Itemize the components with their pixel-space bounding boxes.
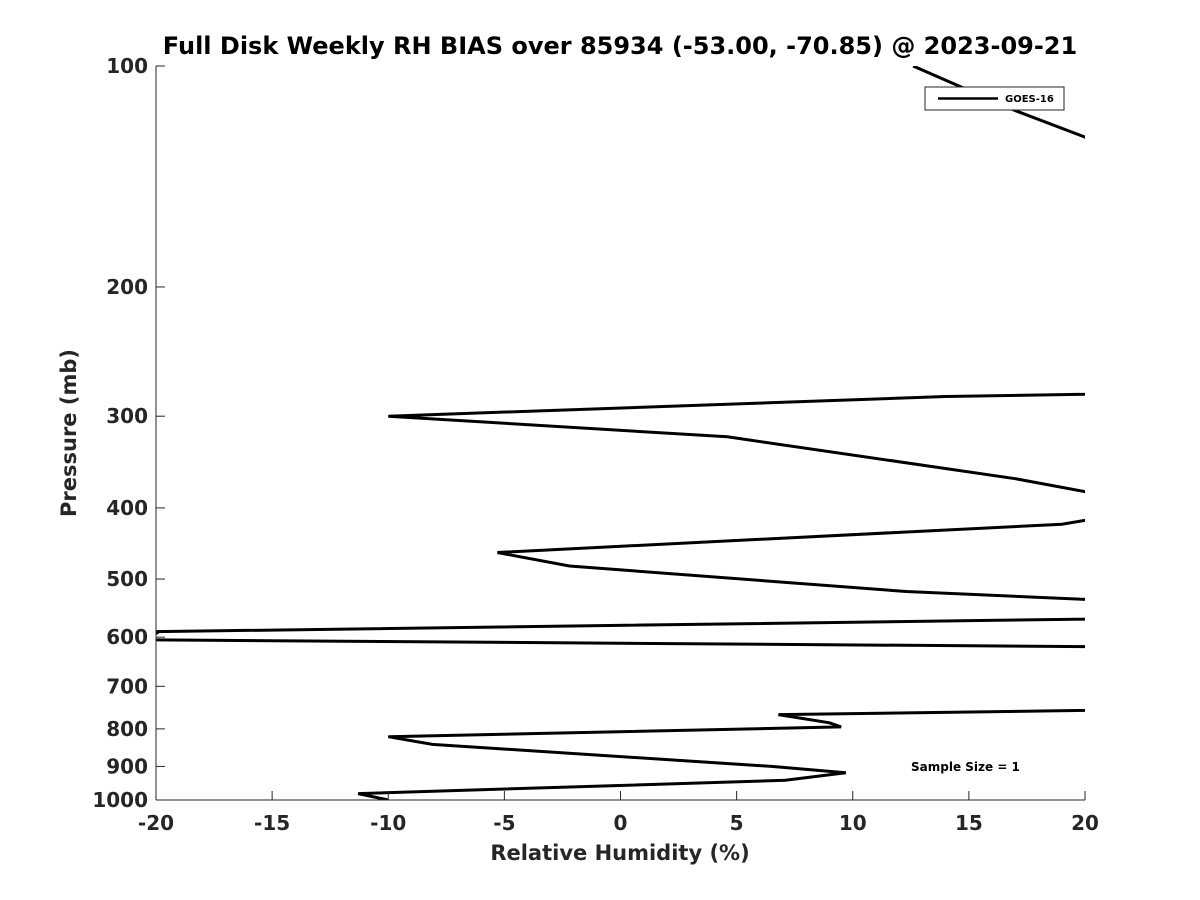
x-axis-ticks: -20 -15 -10 -5 0 5 10 15 20 (138, 791, 1099, 835)
chart-title: Full Disk Weekly RH BIAS over 85934 (-53… (163, 32, 1077, 60)
y-axis-label: Pressure (mb) (57, 349, 81, 517)
sample-size-annotation: Sample Size = 1 (911, 760, 1020, 774)
y-tick-label: 400 (106, 496, 148, 520)
x-tick-label: -5 (493, 811, 515, 835)
x-tick-label: -15 (254, 811, 290, 835)
series-layer (156, 66, 1085, 800)
y-tick-label: 200 (106, 275, 148, 299)
y-axis-ticks: 100 200 300 400 500 600 700 800 900 1000 (92, 54, 165, 812)
y-tick-label: 500 (106, 567, 148, 591)
x-tick-label: -20 (138, 811, 174, 835)
series-line-goes-16 (156, 66, 1085, 800)
x-tick-label: 15 (955, 811, 983, 835)
y-tick-label: 300 (106, 404, 148, 428)
x-tick-label: 0 (614, 811, 628, 835)
legend: GOES-16 (924, 86, 1065, 111)
x-tick-label: 20 (1071, 811, 1099, 835)
x-tick-label: 5 (730, 811, 744, 835)
y-tick-label: 100 (106, 54, 148, 78)
x-tick-label: -10 (370, 811, 406, 835)
axes-background (156, 66, 1085, 800)
y-tick-label: 600 (106, 625, 148, 649)
legend-label-goes-16: GOES-16 (1005, 94, 1054, 105)
x-tick-label: 10 (839, 811, 867, 835)
y-tick-label: 800 (106, 717, 148, 741)
y-tick-label: 1000 (92, 788, 148, 812)
x-axis-label: Relative Humidity (%) (490, 841, 749, 865)
plot-area (155, 66, 1085, 801)
y-tick-label: 900 (106, 754, 148, 778)
y-tick-label: 700 (106, 674, 148, 698)
